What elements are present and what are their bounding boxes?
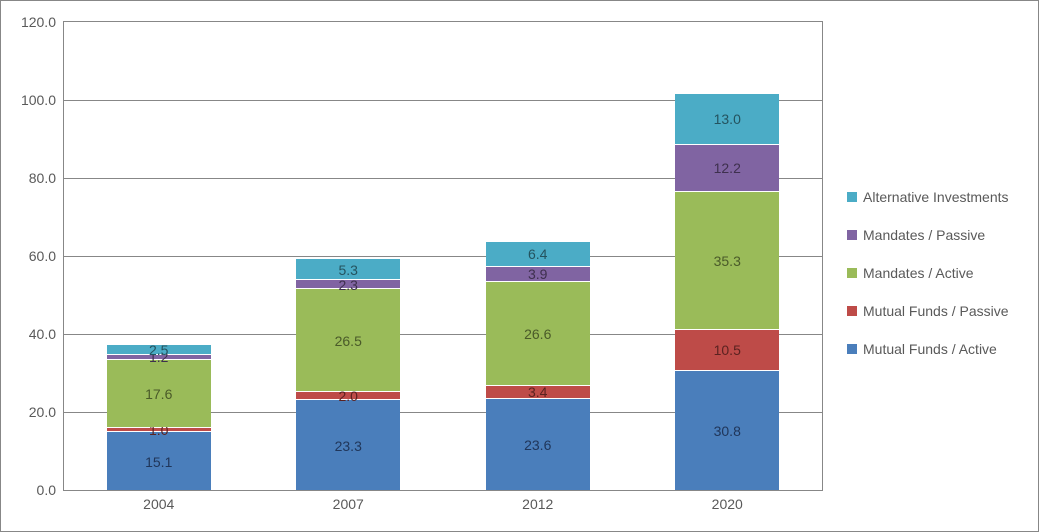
bar-value-label: 5.3 — [296, 262, 400, 278]
legend-item: Mandates / Active — [847, 263, 1009, 283]
legend-swatch — [847, 230, 857, 240]
bar-value-label: 35.3 — [675, 253, 779, 269]
y-tick-label: 120.0 — [21, 14, 64, 30]
bar-value-label: 15.1 — [107, 454, 211, 470]
bar: 30.8 10.5 35.3 12.2 13.0 — [675, 93, 779, 490]
bar-value-label: 17.6 — [107, 386, 211, 402]
bar: 23.6 3.4 26.6 3.9 6.4 — [486, 241, 590, 490]
y-tick-label: 40.0 — [29, 326, 64, 342]
y-tick-label: 100.0 — [21, 92, 64, 108]
legend-item: Mutual Funds / Active — [847, 339, 1009, 359]
bar-value-label: 10.5 — [675, 342, 779, 358]
bar-value-label: 3.4 — [486, 384, 590, 400]
x-tick-label: 2007 — [333, 490, 364, 512]
bar-value-label: 12.2 — [675, 160, 779, 176]
plot-area: 0.020.040.060.080.0100.0120.0200415.11.0… — [63, 21, 823, 491]
legend-label: Mandates / Active — [863, 265, 974, 281]
bar-value-label: 13.0 — [675, 111, 779, 127]
bar-value-label: 3.9 — [486, 266, 590, 282]
legend-item: Alternative Investments — [847, 187, 1009, 207]
legend-swatch — [847, 268, 857, 278]
bar-value-label: 30.8 — [675, 423, 779, 439]
bar: 15.11.017.61.22.5 — [107, 344, 211, 490]
y-tick-label: 0.0 — [37, 482, 64, 498]
bar-value-label: 26.6 — [486, 326, 590, 342]
legend-swatch — [847, 344, 857, 354]
x-tick-label: 2004 — [143, 490, 174, 512]
bar-value-label: 2.5 — [107, 342, 211, 358]
legend-label: Alternative Investments — [863, 189, 1009, 205]
bar-value-label: 26.5 — [296, 333, 400, 349]
legend-label: Mutual Funds / Active — [863, 341, 997, 357]
y-tick-label: 20.0 — [29, 404, 64, 420]
y-tick-label: 60.0 — [29, 248, 64, 264]
bar-value-label: 6.4 — [486, 246, 590, 262]
bar: 23.32.026.52.35.3 — [296, 258, 400, 490]
chart-frame: 0.0 20.0 40.0 60.0 80.0 100.0 120.0 200415.11.0… — [0, 0, 1039, 532]
legend-swatch — [847, 306, 857, 316]
y-tick-label: 80.0 — [29, 170, 64, 186]
x-tick-label: 2012 — [522, 490, 553, 512]
legend-label: Mandates / Passive — [863, 227, 985, 243]
legend-label: Mutual Funds / Passive — [863, 303, 1009, 319]
x-tick-label: 2020 — [712, 490, 743, 512]
bar-value-label: 23.6 — [486, 437, 590, 453]
legend-item: Mutual Funds / Passive — [847, 301, 1009, 321]
legend-item: Mandates / Passive — [847, 225, 1009, 245]
legend: Alternative Investments Mandates / Passiv… — [847, 169, 1009, 377]
bar-value-label: 23.3 — [296, 438, 400, 454]
legend-swatch — [847, 192, 857, 202]
